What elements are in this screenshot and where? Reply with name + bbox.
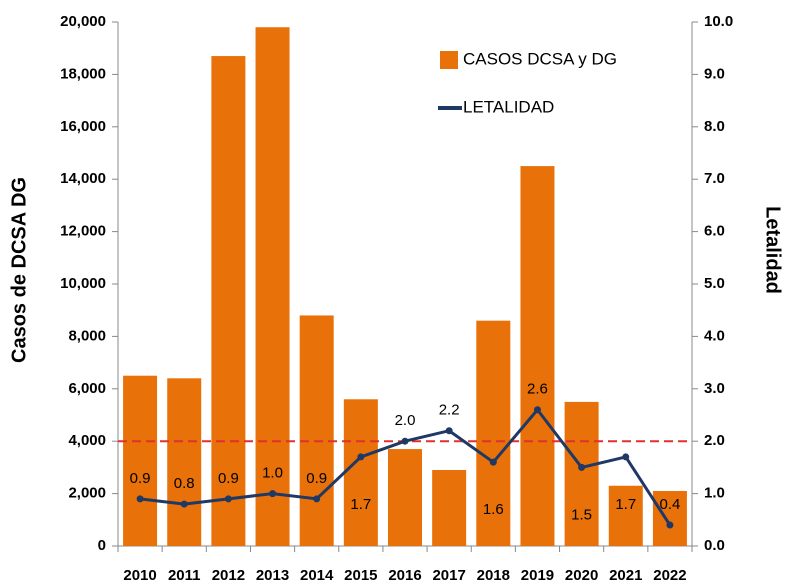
line-point [136,495,144,503]
line-point [445,427,453,435]
line-point [180,500,188,508]
data-label: 2.0 [395,412,416,429]
y2-tick-label: 8.0 [704,118,725,135]
y2-tick-label: 5.0 [704,275,725,292]
line-point [489,458,497,466]
x-tick-label: 2014 [300,567,334,584]
x-tick-label: 2013 [256,567,289,584]
x-tick-label: 2019 [521,567,554,584]
data-label: 0.8 [174,475,195,492]
data-label: 2.6 [527,381,548,398]
legend-label: LETALIDAD [463,97,554,116]
y-tick-label: 8,000 [68,327,106,344]
data-label: 1.7 [615,496,636,513]
line-point [401,437,409,445]
line-point [357,453,365,461]
legend-swatch [440,51,458,69]
bar [608,485,643,546]
y-tick-label: 10,000 [60,275,106,292]
x-tick-label: 2015 [344,567,377,584]
y-tick-label: 20,000 [60,13,106,30]
y2-tick-label: 1.0 [704,485,725,502]
line-point [578,463,586,471]
bar [520,166,555,546]
bar [432,470,467,546]
x-tick-label: 2010 [123,567,156,584]
x-tick-label: 2017 [432,567,465,584]
x-tick-label: 2011 [168,567,201,584]
x-tick-label: 2016 [388,567,421,584]
x-tick-label: 2022 [653,567,686,584]
y2-tick-label: 7.0 [704,170,725,187]
y2-tick-label: 10.0 [704,13,733,30]
y-tick-label: 18,000 [60,65,106,82]
x-tick-label: 2018 [477,567,510,584]
line-point [224,495,232,503]
bar [476,320,511,546]
data-label: 1.5 [571,506,592,523]
y-tick-label: 2,000 [68,485,106,502]
y2-tick-label: 4.0 [704,327,725,344]
line-point [269,490,277,498]
y2-tick-label: 0.0 [704,537,725,554]
data-label: 0.4 [659,496,680,513]
data-label: 2.2 [439,402,460,419]
y-axis-title: Casos de DCSA DG [8,177,30,363]
line-point [666,521,674,529]
bar [652,490,687,546]
bar [255,27,290,547]
y2-tick-label: 2.0 [704,432,725,449]
y-tick-label: 12,000 [60,223,106,240]
bar [299,315,334,546]
bar [388,449,422,546]
y-tick-label: 14,000 [60,170,106,187]
data-label: 1.6 [483,501,504,518]
y2-tick-label: 6.0 [704,223,725,240]
y2-tick-label: 9.0 [704,65,725,82]
legend-label: CASOS DCSA y DG [463,49,617,68]
y-tick-label: 0 [98,537,106,554]
line-point [313,495,321,503]
data-label: 1.0 [262,465,283,482]
x-tick-label: 2021 [609,567,642,584]
y-tick-label: 6,000 [68,380,106,397]
bar [123,375,158,546]
data-label: 0.9 [306,470,327,487]
y2-axis-title: Letalidad [762,206,784,294]
data-label: 0.9 [218,470,239,487]
x-tick-label: 2012 [212,567,245,584]
bar [564,401,599,546]
x-tick-label: 2020 [565,567,598,584]
line-point [533,406,541,414]
data-label: 1.7 [350,496,371,513]
data-label: 0.9 [130,470,151,487]
bar [343,399,378,546]
bar [211,56,246,547]
bar [167,378,202,546]
y2-tick-label: 3.0 [704,380,725,397]
y-tick-label: 16,000 [60,118,106,135]
y-tick-label: 4,000 [68,432,106,449]
line-point [622,453,630,461]
